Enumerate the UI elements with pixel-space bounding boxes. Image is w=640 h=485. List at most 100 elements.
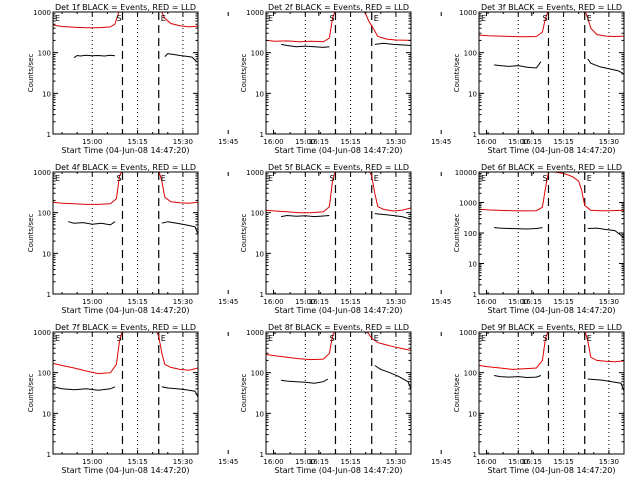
events-series-line	[53, 386, 116, 391]
marker-s: S	[542, 334, 547, 343]
chart-panel-4: Det 4f BLACK = Events, RED = LLD 1 10 100 10…	[27, 163, 329, 315]
x-tick-label: 15:45	[218, 138, 238, 146]
x-tick-label: 15:30	[599, 458, 619, 466]
x-axis-label: Start Time (04-Jun-08 14:47:20)	[62, 146, 190, 155]
plot-frame	[265, 11, 412, 135]
plot-frame	[52, 11, 199, 135]
y-tick-label: 1000	[246, 329, 264, 337]
x-tick-label: 16:00	[476, 458, 496, 466]
x-tick-label: 15:00	[508, 298, 528, 306]
marker-right-e: E	[587, 334, 592, 343]
plot-frame	[478, 11, 625, 135]
marker-right-e: E	[374, 174, 379, 183]
lld-series-line	[266, 172, 336, 214]
chart-title: Det 6f BLACK = Events, RED = LLD	[481, 163, 622, 172]
x-tick-label: 15:15	[553, 458, 573, 466]
events-series-line	[161, 386, 198, 398]
events-series-line	[494, 227, 543, 230]
plot-frame	[52, 331, 199, 455]
chart-panel-1: Det 1f BLACK = Events, RED = LLD 1 10 100 10…	[27, 3, 329, 155]
lld-series-line	[479, 12, 549, 38]
lld-series-line	[53, 12, 120, 29]
x-tick-label: 15:30	[173, 138, 193, 146]
y-tick-label: 10	[42, 410, 51, 418]
y-tick-label: 10	[42, 250, 51, 258]
y-axis-label: Counts/sec	[453, 214, 461, 253]
x-tick-label: 16:15	[309, 458, 329, 466]
x-tick-label: 15:15	[553, 298, 573, 306]
x-tick-label: 15:00	[82, 138, 102, 146]
y-tick-label: 1	[260, 451, 264, 459]
y-tick-label: 1000	[33, 169, 51, 177]
lld-series-line	[156, 332, 198, 371]
data-layer	[479, 12, 624, 134]
y-tick-label: 100	[251, 210, 264, 218]
events-series-line	[281, 378, 329, 384]
lld-series-line	[584, 12, 624, 38]
y-axis-label: Counts/sec	[27, 54, 35, 93]
plot-frame	[478, 171, 625, 295]
lld-series-line	[266, 12, 336, 43]
x-tick-label: 15:30	[173, 298, 193, 306]
chart-panel-6: Det 6f BLACK = Events, RED = LLD 1 10 100 10…	[453, 163, 625, 315]
chart-title: Det 2f BLACK = Events, RED = LLD	[268, 3, 409, 12]
y-tick-label: 100	[464, 50, 477, 58]
y-tick-label: 1	[473, 291, 477, 299]
lld-series-line	[53, 172, 123, 205]
x-axis-label: Start Time (04-Jun-08 14:47:20)	[488, 146, 616, 155]
y-tick-label: 1	[47, 451, 51, 459]
marker-right-e: E	[161, 174, 166, 183]
x-axis-label: Start Time (04-Jun-08 14:47:20)	[275, 466, 403, 475]
y-tick-label: 1000	[459, 200, 477, 208]
data-layer	[479, 332, 624, 454]
marker-right-e: E	[587, 174, 592, 183]
x-axis-label: Start Time (04-Jun-08 14:47:20)	[275, 146, 403, 155]
lld-series-line	[584, 332, 624, 363]
x-tick-label: 15:15	[340, 298, 360, 306]
x-tick-label: 15:45	[218, 458, 238, 466]
x-tick-label: 16:15	[522, 298, 542, 306]
x-axis-label: Start Time (04-Jun-08 14:47:20)	[62, 466, 190, 475]
x-tick-label: 15:00	[295, 298, 315, 306]
y-tick-label: 100	[251, 370, 264, 378]
y-tick-label: 100	[251, 50, 264, 58]
x-tick-label: 15:15	[340, 138, 360, 146]
y-tick-label: 1000	[246, 169, 264, 177]
lld-series-line	[369, 172, 411, 212]
marker-right-e: E	[161, 14, 166, 23]
marker-left-e: E	[268, 174, 273, 183]
y-tick-label: 10	[255, 90, 264, 98]
marker-s: S	[542, 14, 547, 23]
x-tick-label: 15:30	[173, 458, 193, 466]
y-tick-label: 100	[38, 50, 51, 58]
events-series-line	[164, 53, 197, 63]
y-tick-label: 10	[468, 261, 477, 269]
chart-title: Det 4f BLACK = Events, RED = LLD	[55, 163, 196, 172]
y-axis-label: Counts/sec	[453, 54, 461, 93]
events-series-line	[587, 378, 624, 392]
x-axis-label: Start Time (04-Jun-08 14:47:20)	[62, 306, 190, 315]
chart-panel-8: Det 8f BLACK = Events, RED = LLD 1 10 100 10…	[240, 323, 542, 475]
y-tick-label: 10	[42, 90, 51, 98]
plot-frame	[265, 331, 412, 455]
x-tick-label: 16:15	[309, 138, 329, 146]
y-tick-label: 1	[260, 131, 264, 139]
chart-title: Det 3f BLACK = Events, RED = LLD	[481, 3, 622, 12]
x-tick-label: 15:00	[82, 298, 102, 306]
x-tick-label: 15:45	[218, 298, 238, 306]
x-tick-label: 15:15	[553, 138, 573, 146]
plot-frame	[52, 171, 199, 295]
chart-panel-3: Det 3f BLACK = Events, RED = LLD 1 10 100 10…	[453, 3, 625, 155]
events-series-line	[73, 54, 115, 59]
marker-right-e: E	[587, 14, 592, 23]
x-tick-label: 15:00	[295, 458, 315, 466]
x-tick-label: 15:30	[599, 138, 619, 146]
x-tick-label: 16:15	[522, 458, 542, 466]
x-tick-label: 15:00	[82, 458, 102, 466]
marker-s: S	[329, 334, 334, 343]
marker-left-e: E	[481, 14, 486, 23]
x-axis-label: Start Time (04-Jun-08 14:47:20)	[488, 466, 616, 475]
chart-title: Det 1f BLACK = Events, RED = LLD	[55, 3, 196, 12]
